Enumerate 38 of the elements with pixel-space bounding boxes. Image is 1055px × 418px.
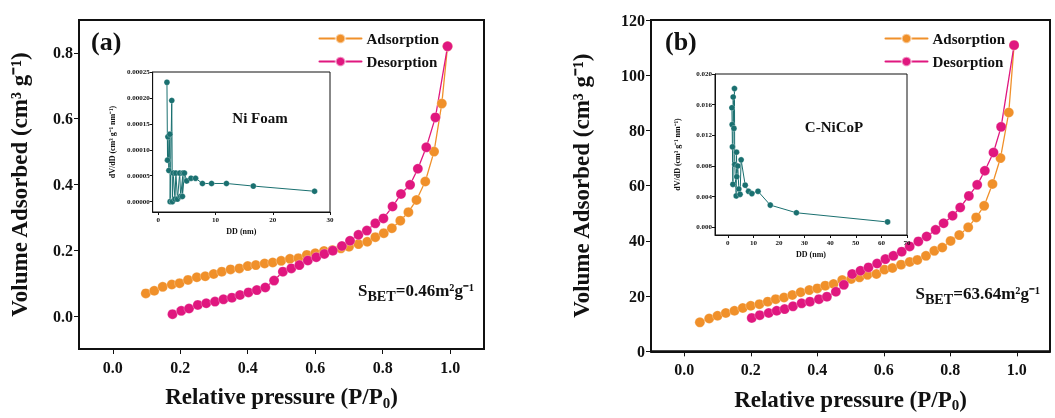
annotation: S$_{BET}$=0.46m²g⁻¹ xyxy=(357,281,474,305)
annotation: S$_{BET}$=63.64m²g⁻¹ xyxy=(915,283,1040,308)
y-tick-label: 0.6 xyxy=(53,110,73,128)
y-tick-label: 0.8 xyxy=(53,44,73,62)
legend-label: Adsorption xyxy=(366,30,440,47)
x-axis-title: DD (nm) xyxy=(796,250,827,260)
y-tick-label: 0 xyxy=(637,342,645,360)
y-tick-label: 0.0 xyxy=(53,307,73,325)
y-tick-label: 0.4 xyxy=(53,176,73,193)
annotation: (b) xyxy=(665,26,697,58)
x-tick-label: 0.8 xyxy=(372,358,393,376)
x-axis-title: DD (nm) xyxy=(226,227,257,237)
annotation: (a) xyxy=(91,26,122,58)
x-tick-label: 0.6 xyxy=(873,360,894,378)
annotation: C-NiCoP xyxy=(804,118,864,137)
y-tick-label: 60 xyxy=(629,177,645,195)
x-tick-label: 0.0 xyxy=(102,358,123,376)
legend-label: Desorption xyxy=(366,53,438,70)
y-tick-label: 80 xyxy=(629,121,645,139)
x-tick-label: 0.2 xyxy=(170,358,191,376)
x-tick-label: 0.4 xyxy=(237,358,258,376)
y-axis-title: dV/dD (cm³ g⁻¹ nm⁻¹) xyxy=(107,105,117,179)
legend-label: Desorption xyxy=(932,53,1004,70)
x-tick-label: 0.2 xyxy=(740,360,761,378)
x-tick-label: 0.4 xyxy=(807,360,828,378)
x-tick-label: 0.0 xyxy=(674,360,695,378)
x-tick-label: 1.0 xyxy=(440,358,461,376)
y-tick-label: 100 xyxy=(621,66,645,84)
x-tick-label: 1.0 xyxy=(1006,360,1027,378)
annotation: Ni Foam xyxy=(232,109,288,128)
y-axis-title: Volume Adsorbed (cm³ g⁻¹) xyxy=(7,52,32,317)
legend-label: Adsorption xyxy=(932,30,1006,47)
x-tick-label: 0.8 xyxy=(940,360,961,378)
y-axis-title: Volume Adsorbed (cm³ g⁻¹) xyxy=(569,53,594,318)
y-tick-label: 120 xyxy=(621,11,645,29)
y-axis-title: dV/dD (cm³ g⁻¹ nm⁻¹) xyxy=(672,117,682,191)
y-tick-label: 20 xyxy=(629,287,645,305)
x-tick-label: 0.6 xyxy=(305,358,326,376)
